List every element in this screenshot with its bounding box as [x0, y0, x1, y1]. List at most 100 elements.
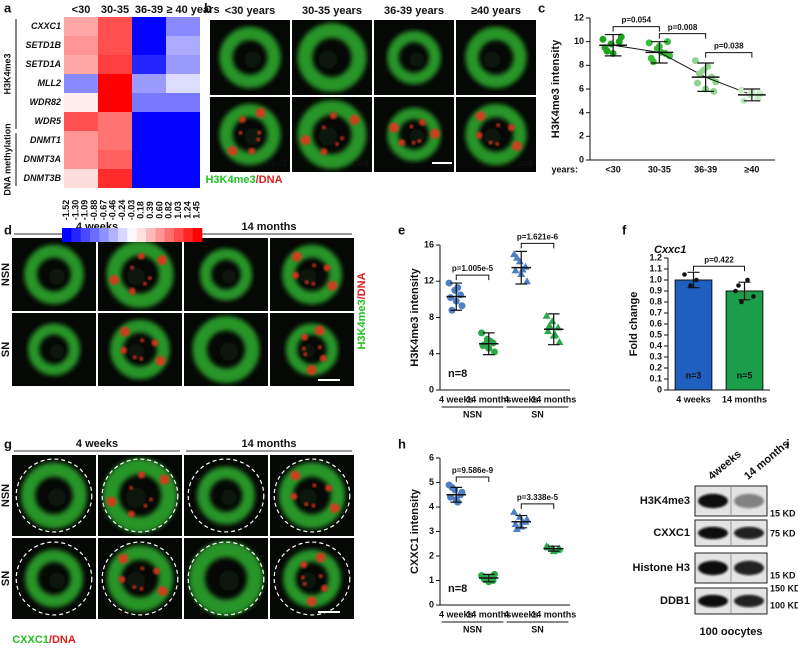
micrograph [12, 238, 96, 311]
green-signal [278, 462, 346, 529]
p-bracket [520, 242, 555, 249]
red-signal [129, 485, 134, 490]
green-signal [219, 103, 281, 166]
heat-cell [64, 55, 98, 74]
nucleolus [221, 489, 237, 506]
red-signal [475, 111, 486, 122]
nucleolus [318, 50, 338, 69]
heat-cell [98, 55, 132, 74]
colorbar-step [155, 228, 165, 242]
nucleolus [49, 344, 65, 359]
heat-cell [166, 74, 200, 93]
red-signal [429, 128, 440, 139]
y-tick-label: 6 [579, 83, 584, 93]
colorbar-label: 1.24 [182, 201, 192, 219]
green-signal [282, 244, 342, 305]
y-axis-label: CXXC1 intensity [409, 488, 421, 574]
heat-cell [98, 74, 132, 93]
green-signal [192, 315, 260, 384]
column-header: <30 years [225, 5, 275, 17]
panel-label: e [398, 222, 405, 237]
size-marker: 150 KD [770, 583, 798, 593]
sd-bar [482, 332, 495, 356]
bar [725, 290, 764, 391]
blot-band [698, 594, 728, 608]
colorbar-step [80, 228, 91, 242]
micrograph [456, 97, 536, 172]
heat-cell [166, 36, 200, 55]
micrograph [210, 97, 290, 172]
green-signal [102, 458, 178, 533]
column-header: 36-39 years [384, 5, 444, 17]
red-signal [139, 356, 144, 361]
colorbar-step [136, 228, 147, 242]
micrograph [456, 20, 536, 95]
green-signal [387, 30, 441, 85]
zona-outline [187, 458, 265, 533]
colorbar-label: -0.88 [89, 200, 99, 221]
heat-cell [64, 150, 98, 169]
y-tick-label: 1 [429, 575, 434, 585]
y-tick-label: 0.3 [649, 351, 662, 361]
group-label: NSN [463, 624, 482, 634]
x-tick-label: <30 [605, 164, 620, 174]
data-point [480, 341, 488, 349]
nucleolus [300, 344, 316, 359]
heat-cell [64, 17, 98, 36]
red-signal [321, 584, 329, 592]
p-value: p=1.005e-5 [452, 264, 494, 273]
red-signal [137, 471, 145, 479]
colorbar-step [62, 228, 72, 242]
colorbar-label: 1.03 [173, 201, 183, 219]
red-signal [148, 497, 153, 502]
y-tick-label: 10 [574, 36, 584, 46]
row-label: SN [0, 571, 12, 586]
red-signal [155, 355, 166, 366]
heat-cell [166, 169, 200, 188]
red-signal [312, 483, 317, 488]
heat-cell [166, 17, 200, 36]
nucleolus [47, 488, 67, 507]
y-tick-label: 3 [429, 526, 434, 536]
data-point [666, 52, 674, 60]
data-point [645, 39, 653, 47]
y-tick-label: 0.8 [649, 296, 662, 306]
red-signal [304, 502, 309, 507]
red-signal [323, 264, 331, 272]
green-signal [110, 319, 170, 380]
data-point [555, 337, 564, 345]
blot-band [698, 526, 728, 540]
p-value: p=0.054 [621, 16, 651, 25]
red-signal [398, 139, 406, 147]
group-label: SN [531, 409, 544, 419]
heat-cell [64, 36, 98, 55]
micrograph [270, 455, 354, 536]
y-tick-label: 8 [579, 60, 584, 70]
x-tick-label: 14 months [466, 394, 511, 404]
x-tick-label: 4 weeks [676, 394, 711, 404]
data-point [544, 327, 553, 335]
micrograph [98, 238, 182, 311]
data-point [688, 283, 693, 288]
data-point [694, 277, 699, 283]
red-signal [227, 145, 238, 156]
micrograph [292, 20, 372, 95]
p-bracket [455, 476, 490, 482]
y-tick-label: 4 [579, 107, 584, 117]
micrograph [270, 313, 354, 386]
colorbar-step [99, 228, 109, 242]
x-tick-label: 36-39 [694, 164, 717, 174]
red-signal [290, 492, 298, 500]
y-tick-label: 12 [424, 276, 434, 286]
heat-cell [98, 93, 132, 112]
heat-cell [64, 169, 98, 188]
colorbar-step [192, 228, 203, 242]
column-header: 4 weeks [76, 438, 118, 450]
colorbar-step [127, 228, 137, 242]
data-point [478, 329, 486, 337]
stain-green: CXXC1 [12, 634, 49, 646]
panel-label: i [786, 436, 790, 451]
zona-outline [101, 458, 179, 533]
nucleolus [244, 128, 262, 145]
data-point [445, 279, 453, 287]
